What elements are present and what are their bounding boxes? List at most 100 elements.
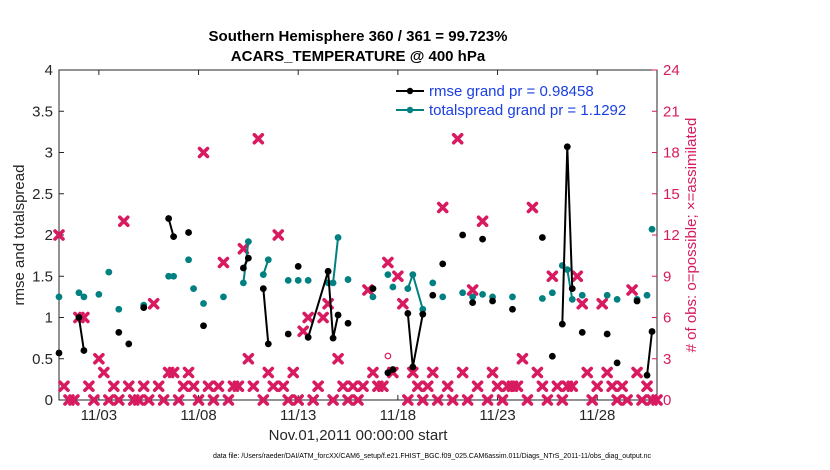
spread-point [95, 291, 103, 298]
spread-point [190, 285, 197, 293]
spread-point [439, 293, 447, 301]
rmse-point [558, 320, 566, 328]
obs-assimilated-marker [516, 352, 529, 365]
rmse-point [489, 297, 496, 305]
spread-point [185, 256, 192, 264]
obs-assimilated-marker [357, 380, 369, 393]
obs-assimilated-marker [521, 394, 534, 406]
chart-title-line2: ACARS_TEMPERATURE @ 400 hPa [231, 48, 486, 65]
spread-point [429, 279, 437, 287]
data-file-footnote: data file: /Users/raeder/DAI/ATM_forcXX/… [213, 453, 652, 460]
rmse-point [239, 264, 247, 272]
rmse-point [409, 363, 417, 371]
obs-assimilated-marker [571, 270, 584, 283]
spread-point [369, 293, 377, 301]
obs-assimilated-marker [262, 366, 275, 379]
obs-assimilated-marker [53, 229, 65, 241]
obs-assimilated-marker [651, 394, 663, 406]
spread-point [105, 268, 113, 276]
x-axis: 11/03 11/08 11/13 11/18 11/23 11/28 [81, 70, 615, 424]
obs-assimilated-marker [581, 366, 594, 379]
obs-assimilated-marker [441, 380, 454, 393]
rmse-point [459, 231, 467, 239]
spread-point [603, 291, 611, 299]
spread-point [75, 289, 83, 297]
rmse-point [264, 340, 272, 348]
obs-assimilated-marker [421, 380, 434, 393]
x-tick-label: 11/13 [280, 407, 316, 424]
obs-assimilated-marker [431, 394, 444, 406]
rmse-point [200, 322, 207, 330]
spread-point [284, 276, 292, 284]
obs-assimilated-marker [626, 284, 638, 296]
obs-assimilated-marker [347, 380, 359, 393]
rmse-point [419, 310, 427, 318]
rmse-point [115, 328, 123, 336]
y-left-tick-label: 3.5 [32, 103, 53, 120]
spread-point [419, 305, 427, 313]
obs-assimilated-marker [88, 394, 100, 406]
obs-assimilated-marker [416, 394, 429, 406]
y-left-tick-label: 4 [45, 62, 53, 79]
rmse-point [538, 234, 546, 241]
obs-assimilated-marker [78, 311, 90, 324]
spread-point [578, 291, 586, 299]
obs-assimilated-marker [93, 352, 105, 365]
obs-assimilated-marker [556, 394, 569, 406]
obs-assimilated-marker [252, 132, 265, 145]
spread-point [568, 295, 576, 303]
obs-assimilated-marker [103, 394, 115, 406]
obs-assimilated-marker [402, 394, 414, 406]
obs-assimilated-marker [237, 242, 250, 255]
rmse-point [384, 369, 392, 377]
obs-assimilated-marker [117, 215, 130, 228]
spread-point [509, 293, 516, 301]
y-left-tick-label: 1.5 [32, 268, 53, 285]
y-right-tick-label: 18 [663, 145, 680, 162]
legend-rmse-marker [406, 87, 414, 95]
rmse-point [185, 229, 192, 236]
x-tick-label: 11/28 [579, 407, 615, 424]
obs-count-series [53, 132, 663, 406]
rmse-point [568, 285, 576, 293]
obs-assimilated-marker [242, 352, 255, 365]
obs-assimilated-marker [631, 366, 643, 379]
rmse-point [259, 285, 267, 293]
obs-assimilated-marker [172, 394, 185, 406]
obs-assimilated-marker [282, 394, 295, 406]
obs-assimilated-marker [152, 380, 165, 393]
obs-assimilated-marker [272, 229, 285, 241]
obs-assimilated-marker [601, 366, 613, 379]
obs-assimilated-marker [426, 366, 439, 379]
spread-point [538, 295, 546, 302]
spread-point [643, 291, 651, 299]
y-right-tick-label: 6 [663, 310, 671, 327]
rmse-point [563, 143, 571, 151]
rmse-point [170, 233, 178, 241]
y-right-tick-label: 21 [663, 103, 680, 120]
obs-possible-marker [384, 352, 392, 360]
rmse-point [469, 299, 477, 307]
obs-assimilated-marker [187, 380, 200, 393]
rmse-point [439, 260, 447, 268]
obs-assimilated-marker [232, 380, 245, 393]
y-right-tick-label: 9 [663, 268, 671, 285]
obs-assimilated-marker [277, 380, 290, 393]
x-axis-label: Nov.01,2011 00:00:00 start [269, 427, 449, 444]
obs-assimilated-marker [491, 380, 504, 393]
rmse-point [304, 333, 312, 341]
obs-assimilated-marker [197, 146, 210, 159]
spread-point [548, 289, 556, 297]
y-left-tick-label: 2 [45, 227, 53, 244]
obs-assimilated-marker [332, 352, 344, 365]
rmse-point [244, 254, 252, 262]
rmse-point [578, 328, 586, 336]
obs-assimilated-marker [586, 394, 599, 406]
spread-point [239, 279, 247, 287]
y-axis-right: 0 3 6 9 12 15 18 21 24 [652, 62, 680, 409]
obs-assimilated-marker [137, 380, 150, 393]
obs-assimilated-marker [496, 394, 509, 406]
obs-assimilated-marker [212, 380, 225, 393]
rmse-point [648, 328, 656, 335]
